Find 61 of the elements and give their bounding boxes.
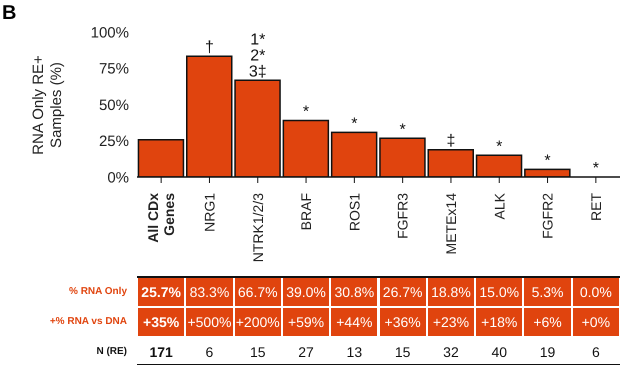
annotation: * (351, 115, 358, 132)
x-tick-label: ROS1 (346, 192, 362, 232)
text: +59% (282, 308, 330, 336)
annotation: ‡ (446, 132, 456, 150)
text: +36% (380, 308, 426, 336)
text: 15 (394, 343, 412, 362)
text: +44% (331, 308, 378, 336)
text: 6 (590, 343, 601, 362)
data-label: 66.7% (234, 278, 281, 306)
text: 27 (297, 343, 315, 362)
data-label: 18.8% (428, 278, 474, 306)
text: +500% (186, 308, 233, 336)
x-tick-label: FGFR3 (394, 192, 411, 239)
data-label: 26.7% (380, 278, 426, 306)
text: +0% (572, 308, 619, 336)
text: +18% (476, 308, 522, 336)
y-tick-label: 75% (98, 60, 129, 78)
text: 15 (248, 343, 267, 362)
y-tick-label: 25% (98, 133, 129, 150)
annotation: * (592, 160, 599, 177)
annotation: 2* (250, 47, 266, 64)
text: N (RE) (95, 345, 127, 359)
text: % RNA Only (68, 285, 127, 299)
data-label: 25.7% (138, 278, 184, 306)
y-tick-label: 100% (90, 24, 129, 42)
chart-title: B (2, 2, 16, 25)
text: +23% (428, 308, 474, 336)
text: 171 (148, 343, 174, 362)
x-tick-label: ALK (491, 192, 508, 220)
x-tick-label: FGFR2 (540, 192, 556, 239)
annotation: 3‡ (248, 63, 267, 80)
data-label: 39.0% (282, 278, 330, 306)
data-label: 83.3% (186, 278, 233, 306)
y-tick-label: 50% (98, 96, 129, 114)
text: 6 (204, 343, 214, 362)
x-tick-label: NTRK1/2/3 (250, 192, 266, 262)
data-label: 30.8% (331, 278, 378, 306)
text: 32 (442, 343, 460, 362)
data-label: 0.0% (572, 278, 619, 306)
text: 19 (538, 343, 556, 362)
text: +% RNA vs DNA (48, 315, 127, 329)
annotation: * (544, 152, 551, 170)
text: 40 (490, 343, 508, 362)
data-label: 5.3% (524, 278, 571, 306)
text: +200% (234, 308, 281, 336)
y-axis-title: RNA Only RE+ Samples (%) (30, 54, 66, 157)
data-label: 15.0% (476, 278, 522, 306)
x-tick-label: All CDx Genes (145, 192, 178, 243)
annotation: † (204, 39, 214, 56)
text: +6% (524, 308, 571, 336)
y-tick-label: 0% (107, 169, 129, 186)
annotation: * (400, 121, 406, 138)
annotation: * (302, 103, 310, 120)
annotation: 1* (250, 31, 266, 48)
annotation: * (496, 138, 502, 156)
text: 13 (346, 343, 364, 362)
x-tick-label: METEx14 (442, 192, 459, 254)
text: +35% (138, 308, 184, 336)
x-tick-label: RET (588, 192, 604, 221)
x-tick-label: NRG1 (201, 192, 218, 232)
x-tick-label: BRAF (298, 193, 314, 230)
